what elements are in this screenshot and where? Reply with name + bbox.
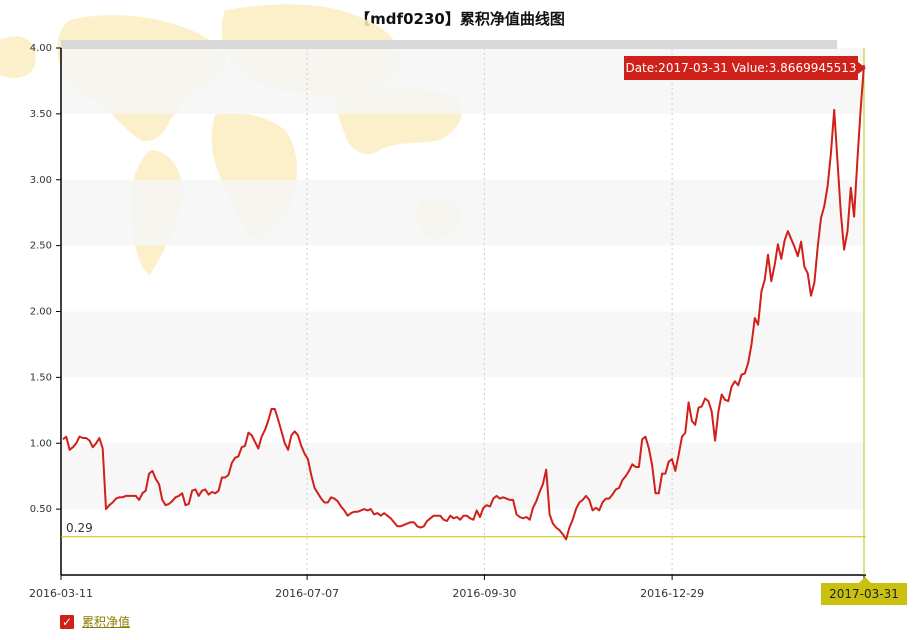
y-tick-label: 3.50	[30, 109, 52, 120]
y-tick-label: 4.00	[30, 43, 52, 54]
x-tick-label: 2016-07-07	[275, 587, 339, 600]
hover-tooltip: Date:2017-03-31 Value:3.8669945513	[624, 56, 866, 80]
chart-title: 【mdf0230】累积净值曲线图	[355, 10, 565, 28]
grid-band	[61, 179, 864, 246]
y-tick-label: 1.50	[30, 372, 52, 383]
y-tick-label: 1.00	[30, 438, 52, 449]
series-line-cumulative-nav[interactable]	[62, 65, 865, 541]
y-tick-label: 3.00	[30, 175, 52, 186]
legend[interactable]: ✓ 累积净值	[60, 613, 130, 630]
grid-band	[61, 311, 864, 378]
reference-label: 0.29	[66, 521, 93, 535]
x-tick-label: 2016-03-11	[29, 587, 93, 600]
zoom-scrollbar[interactable]	[61, 40, 837, 49]
y-axis-ticks: 0.50 1.00 1.50 2.00 2.50 3.00 3.50 4.00	[30, 43, 61, 515]
grid-band	[61, 443, 864, 510]
y-tick-label: 0.50	[30, 504, 52, 515]
y-tick-label: 2.50	[30, 241, 52, 252]
x-axis-hover-flag: 2017-03-31	[821, 577, 907, 605]
x-tick-label: 2016-12-29	[640, 587, 704, 600]
y-tick-label: 2.00	[30, 307, 52, 318]
grid-bands	[61, 48, 864, 510]
legend-item-label[interactable]: 累积净值	[82, 615, 131, 629]
legend-checkbox-icon[interactable]: ✓	[60, 614, 74, 629]
x-axis-ticks: 2016-03-11 2016-07-07 2016-09-30 2016-12-29	[29, 575, 865, 600]
x-tick-label: 2016-09-30	[452, 587, 516, 600]
